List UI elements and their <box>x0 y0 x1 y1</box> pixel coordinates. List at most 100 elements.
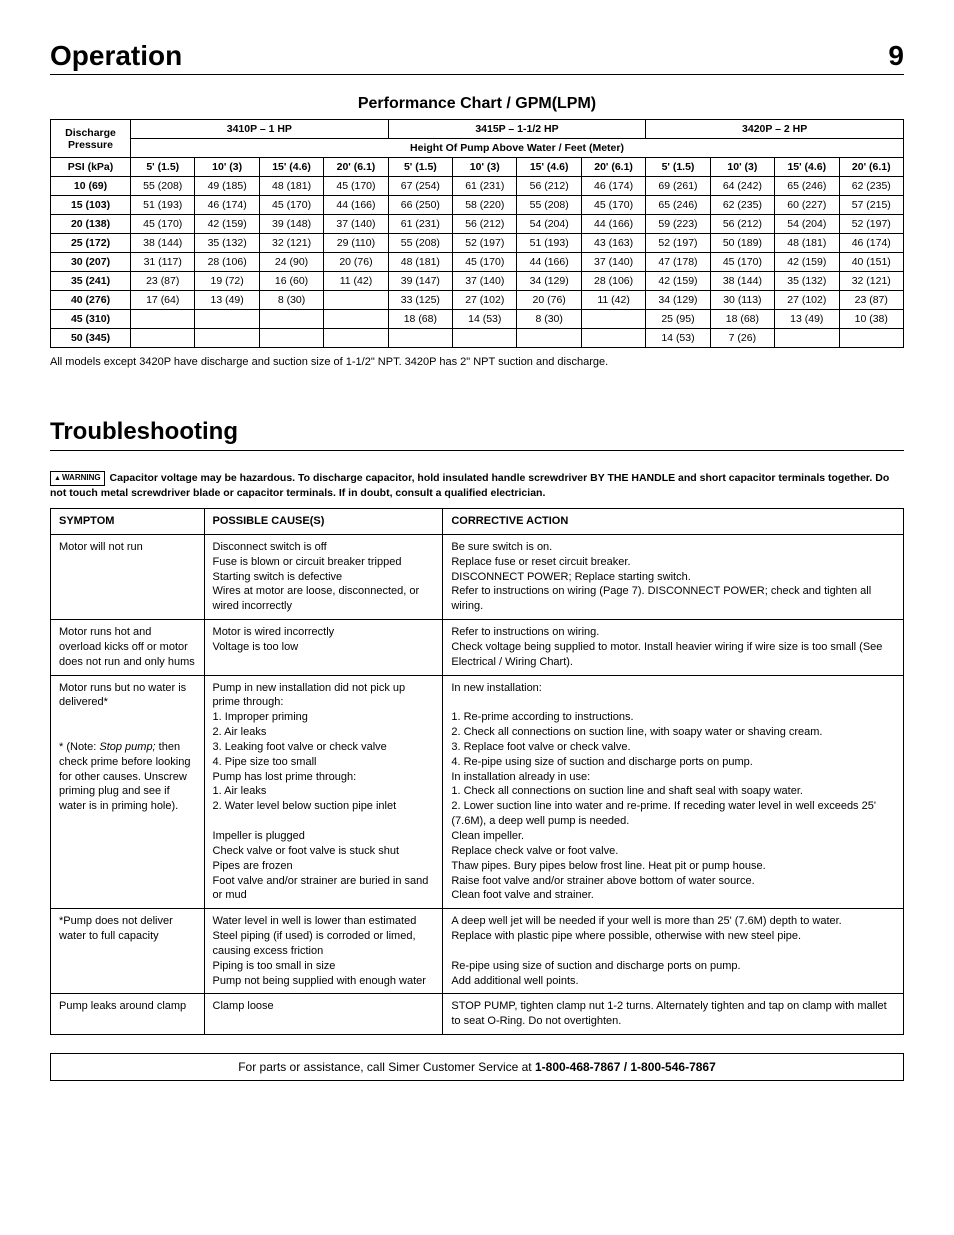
data-cell: 58 (220) <box>453 196 517 215</box>
data-cell <box>259 310 323 329</box>
data-cell: 52 (197) <box>453 234 517 253</box>
table-row: 35 (241)23 (87)19 (72)16 (60)11 (42)39 (… <box>51 272 904 291</box>
model-1: 3415P – 1-1/2 HP <box>388 120 646 139</box>
data-cell <box>195 310 259 329</box>
col-cause: POSSIBLE CAUSE(S) <box>204 508 443 534</box>
psi-cell: 15 (103) <box>51 196 131 215</box>
data-cell <box>324 310 388 329</box>
psi-cell: 25 (172) <box>51 234 131 253</box>
h-1: 10' (3) <box>195 158 259 177</box>
cause-cell: Disconnect switch is offFuse is blown or… <box>204 534 443 619</box>
data-cell: 56 (212) <box>710 215 774 234</box>
data-cell: 45 (170) <box>710 253 774 272</box>
data-cell: 33 (125) <box>388 291 452 310</box>
h-0b: 5' (1.5) <box>388 158 452 177</box>
data-cell: 65 (246) <box>646 196 710 215</box>
h-0c: 5' (1.5) <box>646 158 710 177</box>
data-cell: 56 (212) <box>517 177 581 196</box>
warning-icon: WARNING <box>50 471 105 486</box>
h-3: 20' (6.1) <box>324 158 388 177</box>
symptom-cell: Motor runs hot and overload kicks off or… <box>51 620 205 676</box>
data-cell: 59 (223) <box>646 215 710 234</box>
data-cell: 34 (129) <box>517 272 581 291</box>
h-2c: 15' (4.6) <box>775 158 839 177</box>
data-cell: 39 (147) <box>388 272 452 291</box>
footer-phones: 1-800-468-7867 / 1-800-546-7867 <box>535 1060 716 1074</box>
data-cell: 16 (60) <box>259 272 323 291</box>
data-cell: 11 (42) <box>581 291 645 310</box>
data-cell: 60 (227) <box>775 196 839 215</box>
data-cell: 45 (170) <box>131 215 195 234</box>
corrective-cell: STOP PUMP, tighten clamp nut 1-2 turns. … <box>443 994 904 1035</box>
h-1b: 10' (3) <box>453 158 517 177</box>
model-0: 3410P – 1 HP <box>131 120 389 139</box>
data-cell: 34 (129) <box>646 291 710 310</box>
data-cell <box>581 329 645 348</box>
psi-cell: 45 (310) <box>51 310 131 329</box>
table-row: 15 (103)51 (193)46 (174)45 (170)44 (166)… <box>51 196 904 215</box>
data-cell: 37 (140) <box>581 253 645 272</box>
corrective-cell: A deep well jet will be needed if your w… <box>443 909 904 994</box>
data-cell <box>517 329 581 348</box>
data-cell <box>581 310 645 329</box>
data-cell <box>131 310 195 329</box>
data-cell: 55 (208) <box>131 177 195 196</box>
data-cell: 42 (159) <box>775 253 839 272</box>
data-cell: 45 (170) <box>581 196 645 215</box>
performance-table: Discharge Pressure 3410P – 1 HP 3415P – … <box>50 119 904 348</box>
data-cell: 28 (106) <box>195 253 259 272</box>
data-cell: 18 (68) <box>388 310 452 329</box>
data-cell: 25 (95) <box>646 310 710 329</box>
data-cell <box>324 291 388 310</box>
data-cell: 55 (208) <box>517 196 581 215</box>
table-row: 45 (310)18 (68)14 (53)8 (30)25 (95)18 (6… <box>51 310 904 329</box>
data-cell: 61 (231) <box>453 177 517 196</box>
data-cell: 46 (174) <box>195 196 259 215</box>
data-cell: 44 (166) <box>581 215 645 234</box>
table-row: Motor runs but no water is delivered** (… <box>51 675 904 909</box>
data-cell: 13 (49) <box>775 310 839 329</box>
data-cell <box>388 329 452 348</box>
data-cell <box>324 329 388 348</box>
data-cell: 55 (208) <box>388 234 452 253</box>
data-cell <box>131 329 195 348</box>
data-cell: 18 (68) <box>710 310 774 329</box>
data-cell: 40 (151) <box>839 253 904 272</box>
data-cell: 43 (163) <box>581 234 645 253</box>
table-row: Motor will not runDisconnect switch is o… <box>51 534 904 619</box>
data-cell: 46 (174) <box>581 177 645 196</box>
col-symptom: SYMPTOM <box>51 508 205 534</box>
data-cell: 7 (26) <box>710 329 774 348</box>
symptom-cell: *Pump does not deliver water to full cap… <box>51 909 205 994</box>
cause-cell: Motor is wired incorrectlyVoltage is too… <box>204 620 443 676</box>
data-cell: 39 (148) <box>259 215 323 234</box>
data-cell: 44 (166) <box>517 253 581 272</box>
data-cell: 14 (53) <box>646 329 710 348</box>
data-cell: 56 (212) <box>453 215 517 234</box>
corrective-cell: In new installation:1. Re-prime accordin… <box>443 675 904 909</box>
table-row: 10 (69)55 (208)49 (185)48 (181)45 (170)6… <box>51 177 904 196</box>
h-1c: 10' (3) <box>710 158 774 177</box>
data-cell: 46 (174) <box>839 234 904 253</box>
data-cell: 62 (235) <box>710 196 774 215</box>
data-cell: 66 (250) <box>388 196 452 215</box>
data-cell: 69 (261) <box>646 177 710 196</box>
table-row: 20 (138)45 (170)42 (159)39 (148)37 (140)… <box>51 215 904 234</box>
data-cell: 30 (113) <box>710 291 774 310</box>
data-cell: 32 (121) <box>839 272 904 291</box>
table-row: Pump leaks around clampClamp looseSTOP P… <box>51 994 904 1035</box>
data-cell: 37 (140) <box>453 272 517 291</box>
corrective-cell: Refer to instructions on wiring.Check vo… <box>443 620 904 676</box>
data-cell: 54 (204) <box>517 215 581 234</box>
page-header: Operation 9 <box>50 40 904 75</box>
data-cell: 48 (181) <box>775 234 839 253</box>
data-cell: 52 (197) <box>646 234 710 253</box>
psi-cell: 30 (207) <box>51 253 131 272</box>
data-cell: 17 (64) <box>131 291 195 310</box>
page-title: Operation <box>50 40 182 72</box>
page-number: 9 <box>888 40 904 72</box>
table-row: 50 (345)14 (53)7 (26) <box>51 329 904 348</box>
data-cell: 8 (30) <box>517 310 581 329</box>
data-cell: 51 (193) <box>517 234 581 253</box>
data-cell: 20 (76) <box>324 253 388 272</box>
